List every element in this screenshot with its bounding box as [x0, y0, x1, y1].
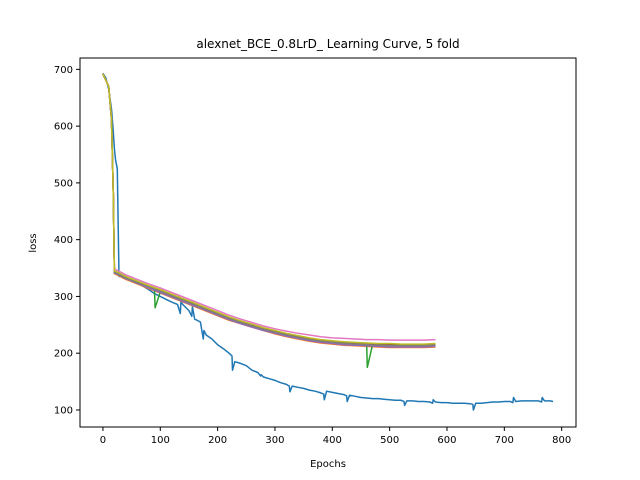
x-tick-label: 800	[552, 435, 571, 446]
y-tick-label: 600	[54, 122, 73, 133]
y-axis-label: loss	[28, 233, 39, 252]
y-tick-label: 100	[54, 405, 73, 416]
x-tick-label: 100	[151, 435, 170, 446]
plot-series-group	[102, 72, 554, 411]
x-tick-label: 300	[265, 435, 284, 446]
x-tick-label: 600	[437, 435, 456, 446]
y-tick-label: 200	[54, 349, 73, 360]
x-tick-label: 700	[495, 435, 514, 446]
chart-title: alexnet_BCE_0.8LrD_ Learning Curve, 5 fo…	[196, 37, 459, 51]
series-line-9	[102, 73, 436, 345]
x-axis-ticks: 0 100 200 300 400 500 600 700 800	[100, 427, 571, 446]
x-tick-label: 400	[323, 435, 342, 446]
x-tick-label: 0	[100, 435, 106, 446]
y-tick-label: 500	[54, 178, 73, 189]
x-tick-label: 500	[380, 435, 399, 446]
series-line-1	[102, 72, 554, 411]
y-tick-label: 700	[54, 65, 73, 76]
y-axis-ticks: 100 200 300 400 500 600 700	[54, 65, 80, 416]
y-tick-label: 400	[54, 235, 73, 246]
x-tick-label: 200	[208, 435, 227, 446]
plot-frame	[79, 57, 577, 428]
x-axis-label: Epochs	[310, 459, 346, 470]
series-line-7	[102, 73, 436, 341]
y-tick-label: 300	[54, 292, 73, 303]
series-line-8	[102, 73, 436, 347]
